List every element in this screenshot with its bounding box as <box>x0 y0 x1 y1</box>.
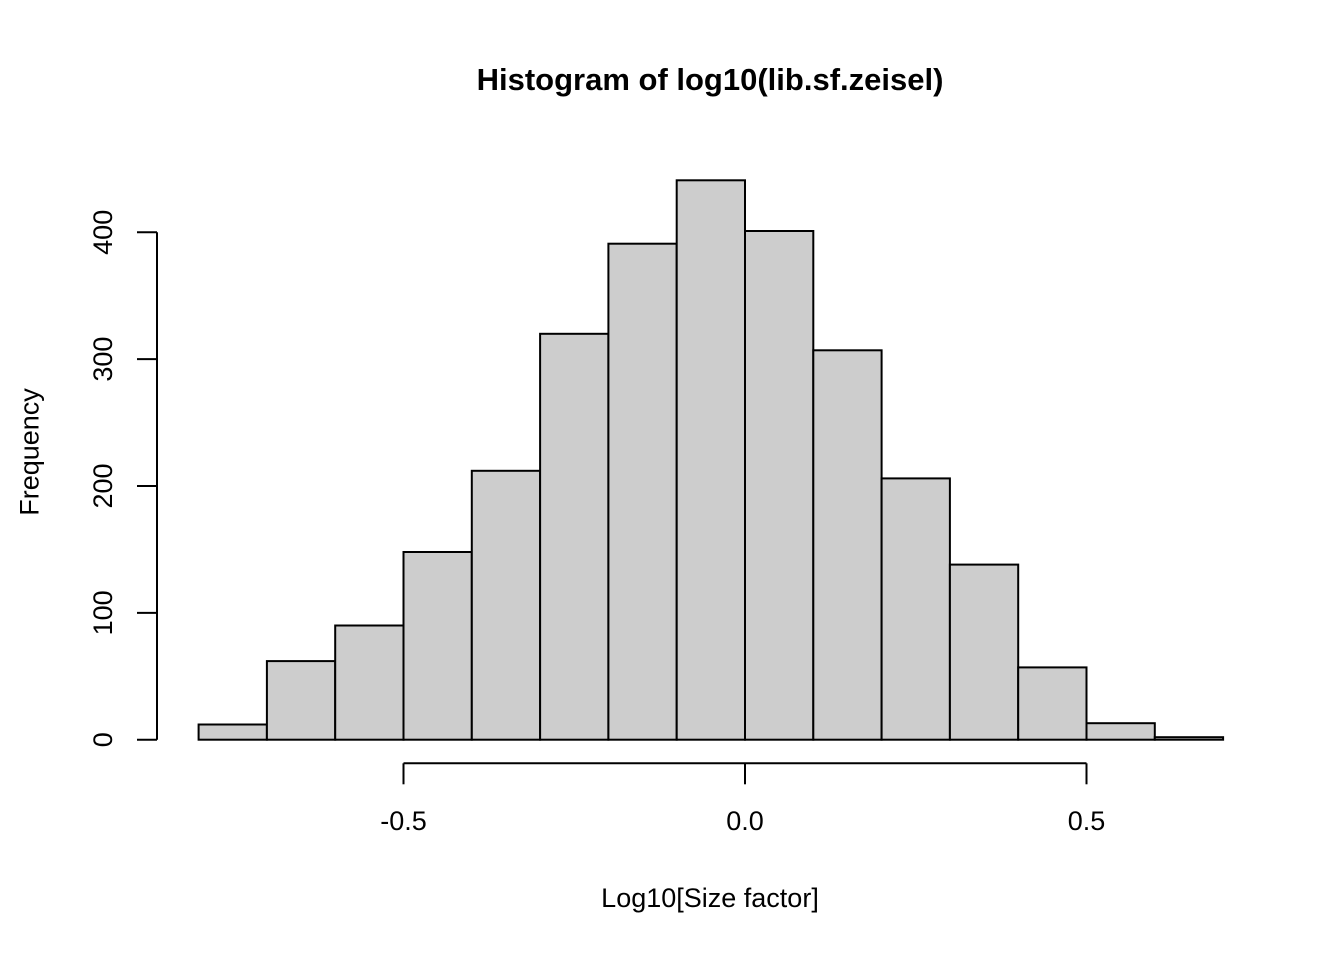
x-tick-label: 0.5 <box>1068 806 1106 836</box>
histogram-bar <box>812 349 883 741</box>
histogram-bar <box>197 723 268 741</box>
y-tick-label: 100 <box>88 590 118 635</box>
histogram-bar <box>539 332 610 741</box>
x-axis-title: Log10[Size factor] <box>601 883 819 913</box>
y-tick-label: 400 <box>88 210 118 255</box>
x-tick-label: 0.0 <box>726 806 764 836</box>
histogram-bar <box>334 624 405 741</box>
y-tick-label: 300 <box>88 337 118 382</box>
histogram-bar <box>880 477 951 741</box>
histogram-bar <box>1153 736 1225 741</box>
histogram-bar <box>470 469 542 741</box>
histogram-bar <box>1017 666 1088 741</box>
histogram-bar <box>607 242 678 741</box>
histogram-bar <box>675 179 747 741</box>
histogram-bar <box>402 551 473 741</box>
histogram-bar <box>948 563 1020 741</box>
histogram-bar <box>744 230 815 741</box>
histogram-bar <box>1085 722 1156 741</box>
x-tick-label: -0.5 <box>380 806 427 836</box>
y-tick-label: 0 <box>88 732 118 747</box>
y-tick-label: 200 <box>88 463 118 508</box>
chart-title: Histogram of log10(lib.sf.zeisel) <box>476 62 944 97</box>
y-axis-title: Frequency <box>14 388 45 516</box>
histogram-bar <box>265 660 337 741</box>
